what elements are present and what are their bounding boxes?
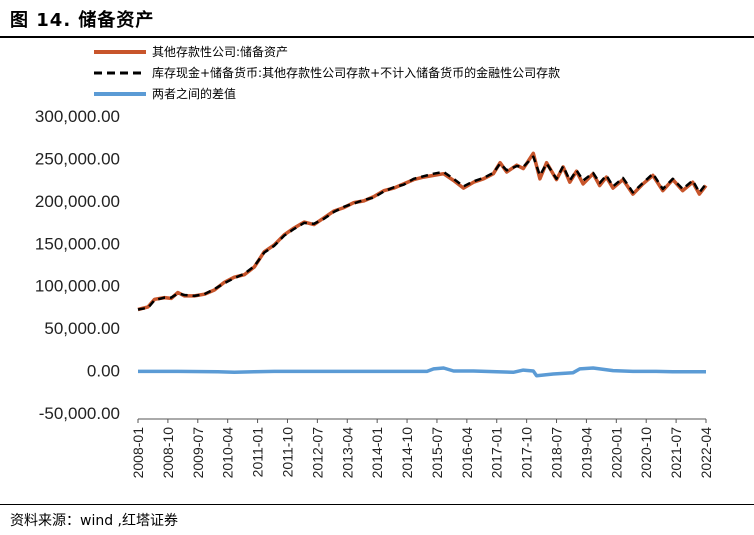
x-tick-label: 2020-01 [608,427,624,479]
x-tick-label: 2014-10 [399,427,415,479]
x-tick-label: 2022-04 [698,427,714,479]
legend-label-3: 两者之间的差值 [152,86,236,101]
x-tick-label: 2017-10 [519,427,535,479]
x-tick-label: 2010-04 [220,427,236,479]
top-divider [0,36,754,38]
reserve-assets-chart: 其他存款性公司:储备资产库存现金+储备货币:其他存款性公司存款+不计入储备货币的… [35,44,714,479]
y-tick-label: 150,000.00 [35,234,120,253]
x-tick-label: 2013-04 [339,427,355,479]
legend-label-1: 其他存款性公司:储备资产 [152,44,288,59]
y-tick-label: 250,000.00 [35,149,120,168]
x-tick-label: 2009-07 [190,427,206,479]
x-tick-label: 2014-01 [369,427,385,479]
series-line-2 [137,155,707,311]
x-tick-label: 2021-07 [668,427,684,479]
x-tick-label: 2016-04 [459,427,475,479]
series-line-3 [138,366,706,378]
plot-area [137,151,708,378]
x-tick-label: 2020-10 [638,427,654,479]
x-tick-label: 2011-01 [250,427,266,478]
x-tick-label: 2011-10 [279,427,295,478]
x-axis: 2008-01 2008-10 2009-07 2010-04 2011-01 2011-… [130,418,714,479]
source-note: 资料来源：wind ,红塔证券 [10,513,178,529]
x-tick-label: 2017-01 [489,427,505,479]
bottom-divider [0,504,754,505]
y-tick-label: -50,000.00 [39,404,120,423]
legend-label-2: 库存现金+储备货币:其他存款性公司存款+不计入储备货币的金融性公司存款 [152,65,560,80]
y-tick-label: 100,000.00 [35,277,120,296]
x-tick-label: 2008-10 [160,427,176,479]
x-tick-label: 2019-04 [578,427,594,479]
x-tick-label: 2012-07 [309,427,325,479]
page-title: 图 14. 储备资产 [10,10,155,31]
y-tick-label: 50,000.00 [44,319,120,338]
y-tick-label: 300,000.00 [35,107,120,126]
y-tick-label: 0.00 [87,362,120,381]
chart-legend: 其他存款性公司:储备资产库存现金+储备货币:其他存款性公司存款+不计入储备货币的… [94,44,560,101]
y-tick-label: 200,000.00 [35,192,120,211]
y-axis: 300,000.00 250,000.00 200,000.00 150,000.00… [35,107,120,423]
x-tick-label: 2008-01 [130,427,146,479]
x-tick-label: 2018-07 [549,427,565,479]
x-tick-label: 2015-07 [429,427,445,479]
